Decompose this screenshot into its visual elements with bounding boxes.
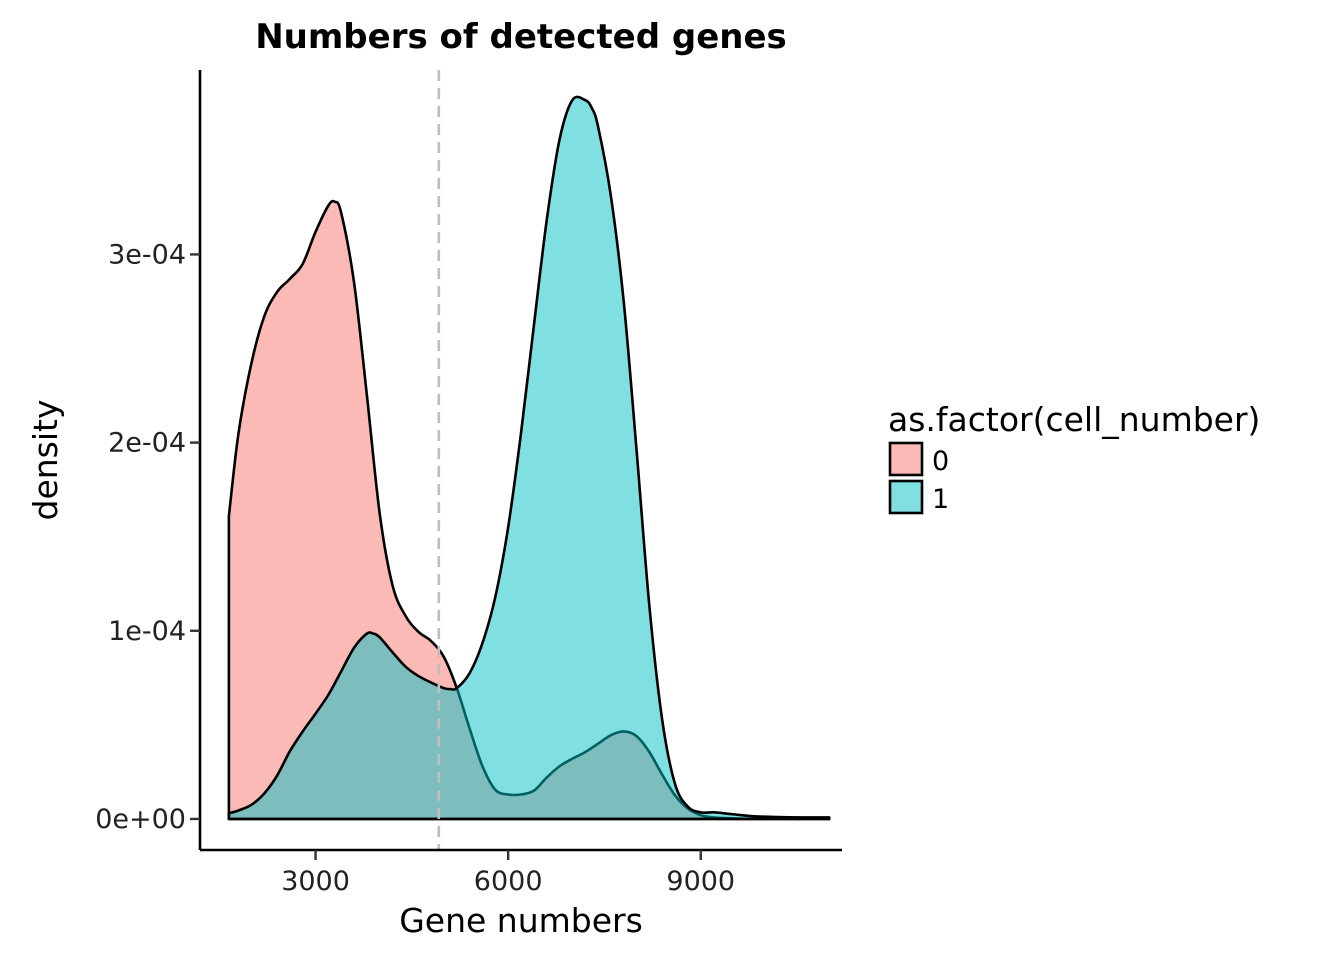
x-axis-title: Gene numbers	[399, 901, 643, 940]
legend-key-swatch-1	[888, 479, 924, 515]
chart-title: Numbers of detected genes	[255, 17, 787, 57]
legend-items: 01	[888, 441, 949, 515]
y-axis-ticks: 0e+00 1e-04 2e-04 3e-04	[95, 239, 200, 835]
legend-title: as.factor(cell_number)	[888, 400, 1260, 439]
density-areas	[227, 95, 831, 821]
density-area-series-1	[227, 95, 831, 821]
plot-area	[227, 70, 831, 850]
y-tick-label: 1e-04	[108, 616, 186, 647]
y-tick-label: 0e+00	[95, 804, 186, 835]
legend-label-0: 0	[932, 446, 949, 477]
y-axis-title: density	[26, 400, 65, 521]
x-tick-label: 3000	[281, 866, 350, 897]
y-tick-label: 3e-04	[108, 239, 186, 270]
legend: as.factor(cell_number) 01	[888, 400, 1260, 515]
legend-label-1: 1	[932, 484, 949, 515]
x-axis-ticks: 3000 6000 9000	[281, 850, 735, 897]
legend-key-swatch-0	[888, 441, 924, 477]
y-tick-label: 2e-04	[108, 428, 186, 459]
x-tick-label: 9000	[666, 866, 735, 897]
x-tick-label: 6000	[474, 866, 543, 897]
